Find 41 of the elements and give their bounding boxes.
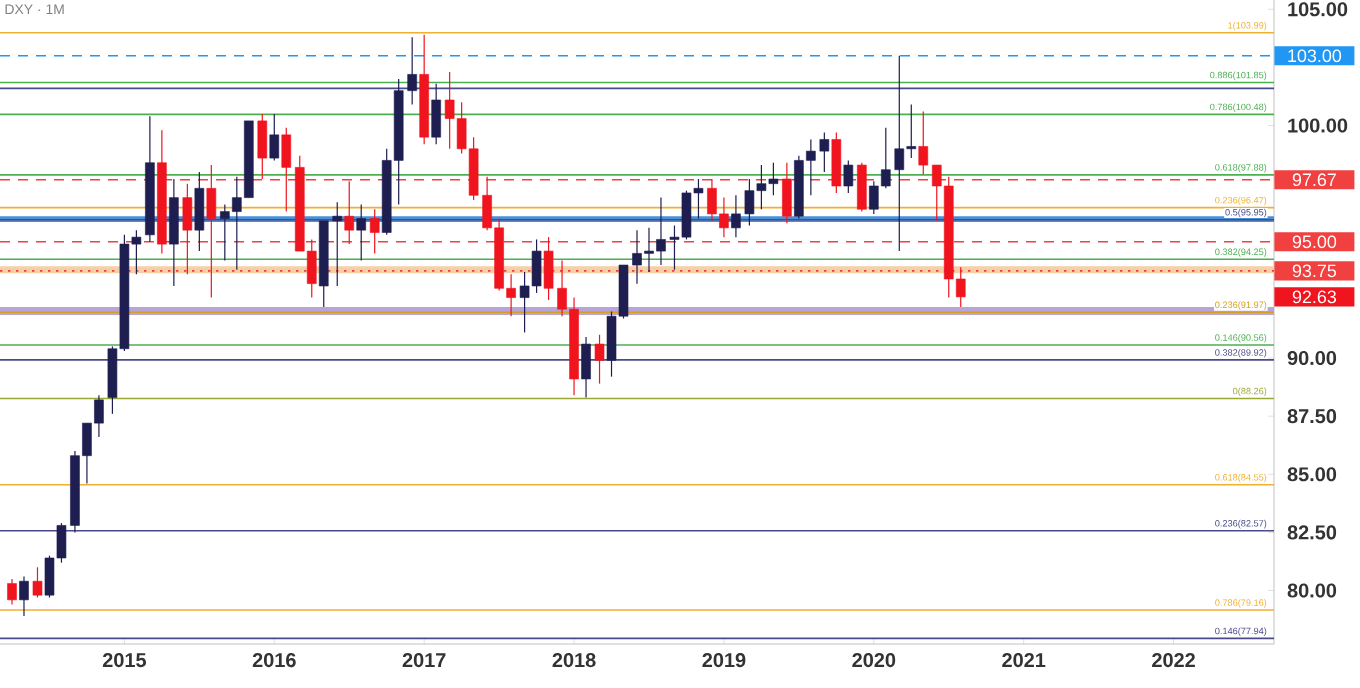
y-tick-label: 100.00 <box>1288 118 1348 133</box>
x-tick-label: 2022 <box>1152 653 1195 668</box>
y-tick-label: 85.00 <box>1287 467 1337 482</box>
x-tick-label: 2015 <box>102 653 146 668</box>
candlestick <box>194 171 205 252</box>
ref-line-label: 95.00 <box>1292 235 1337 249</box>
x-tick-label: 2020 <box>852 653 896 668</box>
candlestick <box>206 164 217 299</box>
candlestick <box>32 566 43 599</box>
candlestick <box>369 208 380 255</box>
candlestick <box>581 336 591 399</box>
candlestick <box>269 113 280 162</box>
y-tick-label: 82.50 <box>1287 525 1337 540</box>
y-tick-label: 87.50 <box>1287 409 1337 424</box>
text: 92.63 <box>1292 290 1337 304</box>
ref-line-label: 103.00 <box>1288 49 1342 63</box>
y-tick-label: 90.00 <box>1287 350 1337 366</box>
candlestick <box>182 183 193 275</box>
candlestick <box>7 578 17 606</box>
candlestick <box>594 334 605 385</box>
candlestick <box>257 113 268 180</box>
x-tick-label: 2021 <box>1002 653 1046 668</box>
ref-line-label: 93.75 <box>1292 264 1337 278</box>
candlestick <box>782 162 792 224</box>
x-tick-label: 2019 <box>702 653 746 668</box>
y-tick-label: 80.00 <box>1287 583 1337 598</box>
ref-line-label: 97.67 <box>1292 173 1336 187</box>
candlestick <box>431 83 441 145</box>
candlestick <box>843 159 854 194</box>
candlestick <box>857 162 867 213</box>
candlestick <box>19 575 29 617</box>
candlestick <box>356 203 367 261</box>
candlestick <box>918 110 929 175</box>
candlestick <box>281 127 292 213</box>
candlestick <box>169 178 179 287</box>
candlestick <box>831 131 842 194</box>
candlestick <box>344 180 355 245</box>
x-tick-label: 2017 <box>402 653 446 668</box>
y-tick-label: 105.00 <box>1288 2 1348 17</box>
x-tick-label: 2016 <box>252 653 296 668</box>
x-tick-label: 2018 <box>552 653 596 668</box>
